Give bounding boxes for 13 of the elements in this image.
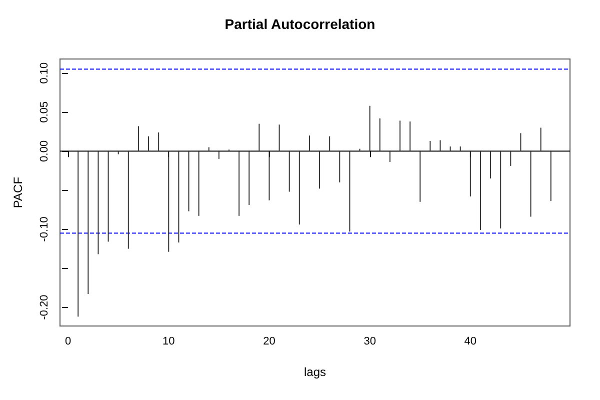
y-tick-label: -0.20 <box>38 294 50 320</box>
x-tick-label: 30 <box>364 336 376 348</box>
y-tick-label: 0.00 <box>38 140 50 162</box>
chart-title: Partial Autocorrelation <box>224 16 376 32</box>
y-tick-label: -0.10 <box>38 216 50 242</box>
x-tick-label: 20 <box>263 336 276 348</box>
x-tick-label: 0 <box>64 336 72 348</box>
y-tick-label: 0.10 <box>38 62 50 84</box>
y-axis-title: PACF <box>11 176 25 208</box>
x-tick-label: 40 <box>464 336 477 348</box>
x-tick-label: 10 <box>162 336 175 348</box>
x-axis-title: lags <box>304 365 326 379</box>
y-tick-label: 0.05 <box>38 101 50 123</box>
